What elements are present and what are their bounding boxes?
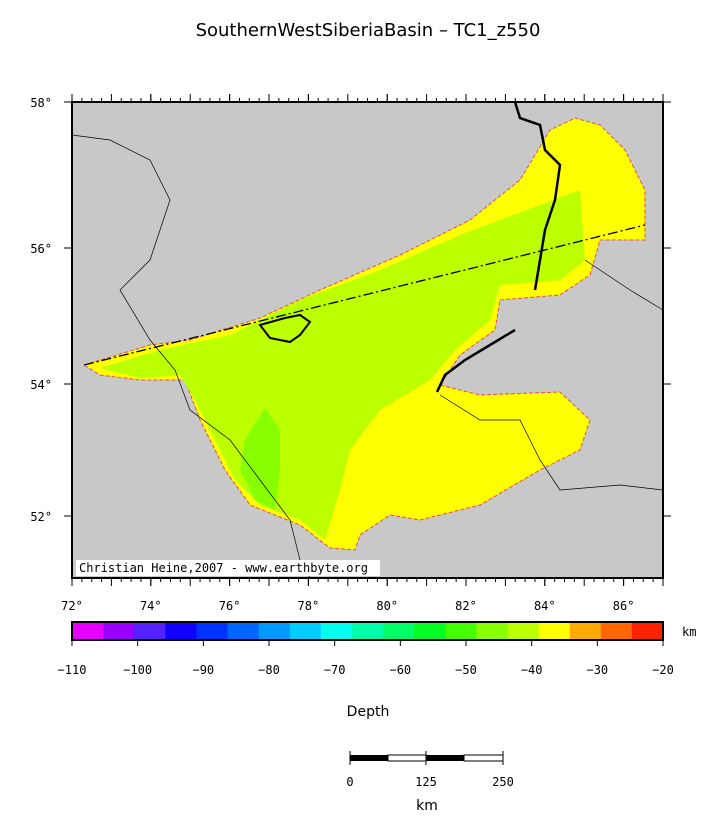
scale-segment: [426, 755, 464, 761]
river: [513, 101, 562, 291]
map: Christian Heine,2007 - www.earthbyte.org: [71, 101, 664, 579]
river: [435, 328, 516, 393]
colorbar-segment: [383, 622, 415, 640]
colorbar-tick-label: −90: [192, 663, 214, 677]
colorbar: −110 −100 −90 −80 −70 −60 −50 −40 −30 −20: [58, 621, 674, 677]
title: SouthernWestSiberiaBasin – TC1_z550: [196, 20, 541, 41]
colorbar-segment: [631, 622, 664, 640]
y-tick-label: 52°: [30, 510, 52, 524]
colorbar-segment: [538, 622, 571, 640]
colorbar-tick-label: −60: [389, 663, 411, 677]
colorbar-segment: [134, 622, 166, 640]
y-tick-label: 56°: [30, 242, 52, 256]
colorbar-frame: [71, 621, 664, 641]
colorbar-segment: [103, 622, 135, 640]
colorbar-segment: [165, 622, 197, 640]
x-tick-label: 82°: [455, 599, 477, 613]
x-tick-label: 72°: [61, 599, 83, 613]
colorbar-segment: [227, 622, 260, 640]
x-tick-label: 86°: [613, 599, 635, 613]
scale-segment: [463, 754, 504, 762]
depth-area-deep: [240, 408, 280, 510]
scale-tick-label: 125: [415, 775, 437, 789]
scale-tick-label: 0: [346, 775, 353, 789]
credit-box: [76, 560, 380, 576]
map-axes: 72° 74° 76° 78° 80° 82° 84° 86° 58° 56° 54° 52°: [30, 94, 671, 613]
profile-line: [83, 224, 646, 366]
colorbar-tick-label: −40: [521, 663, 543, 677]
colorbar-tick-label: −30: [586, 663, 608, 677]
scale-segment: [350, 755, 388, 761]
lake-outline: [258, 313, 312, 344]
colorbar-label: Depth: [347, 704, 390, 720]
colorbar-tick-label: −100: [123, 663, 152, 677]
colorbar-tick-label: −70: [324, 663, 346, 677]
colorbar-tick-label: −50: [455, 663, 477, 677]
colorbar-tick-label: −110: [58, 663, 87, 677]
scale-segment: [387, 754, 427, 762]
scale-bar: 0 125 250: [346, 751, 514, 789]
y-tick-label: 58°: [30, 96, 52, 110]
credit: Christian Heine,2007 - www.earthbyte.org: [79, 561, 368, 575]
scale-unit: km: [416, 798, 438, 814]
colorbar-segment: [600, 622, 633, 640]
colorbar-segment: [507, 622, 540, 640]
colorbar-segment: [414, 622, 446, 640]
colorbar-segment: [351, 622, 384, 640]
colorbar-segment: [569, 622, 602, 640]
border: [71, 134, 664, 579]
colorbar-unit: km: [682, 625, 696, 639]
colorbar-segment: [258, 622, 291, 640]
colorbar-tick-label: −80: [258, 663, 280, 677]
colorbar-segment: [72, 622, 104, 640]
colorbar-tick-label: −20: [652, 663, 674, 677]
x-tick-label: 76°: [219, 599, 241, 613]
scale-tick-label: 250: [492, 775, 514, 789]
colorbar-segment: [476, 622, 508, 640]
colorbar-segment: [196, 622, 229, 640]
colorbar-segment: [445, 622, 477, 640]
x-tick-label: 74°: [140, 599, 162, 613]
depth-area-green: [100, 190, 585, 540]
colorbar-segment: [320, 622, 353, 640]
x-tick-label: 84°: [534, 599, 556, 613]
y-tick-label: 54°: [30, 378, 52, 392]
colorbar-segment: [289, 622, 322, 640]
x-tick-label: 78°: [298, 599, 320, 613]
x-tick-label: 80°: [376, 599, 398, 613]
